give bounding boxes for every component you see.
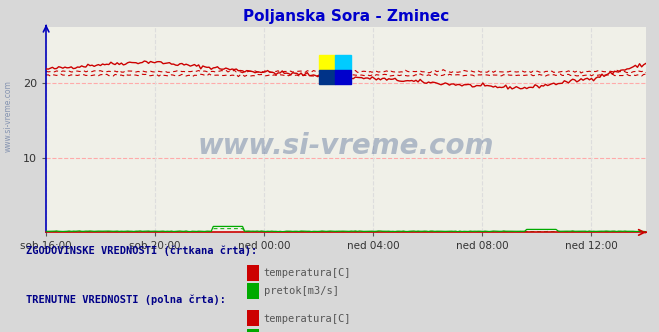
Text: TRENUTNE VREDNOSTI (polna črta):: TRENUTNE VREDNOSTI (polna črta): — [26, 294, 226, 305]
Text: temperatura[C]: temperatura[C] — [264, 268, 351, 278]
Text: pretok[m3/s]: pretok[m3/s] — [264, 287, 339, 296]
Text: ZGODOVINSKE VREDNOSTI (črtkana črta):: ZGODOVINSKE VREDNOSTI (črtkana črta): — [26, 245, 258, 256]
Title: Poljanska Sora - Zminec: Poljanska Sora - Zminec — [243, 9, 449, 24]
FancyBboxPatch shape — [335, 70, 351, 84]
FancyBboxPatch shape — [335, 55, 351, 70]
Text: temperatura[C]: temperatura[C] — [264, 314, 351, 324]
FancyBboxPatch shape — [319, 55, 335, 70]
Text: www.si-vreme.com: www.si-vreme.com — [198, 132, 494, 160]
Text: www.si-vreme.com: www.si-vreme.com — [3, 80, 13, 152]
FancyBboxPatch shape — [319, 70, 335, 84]
